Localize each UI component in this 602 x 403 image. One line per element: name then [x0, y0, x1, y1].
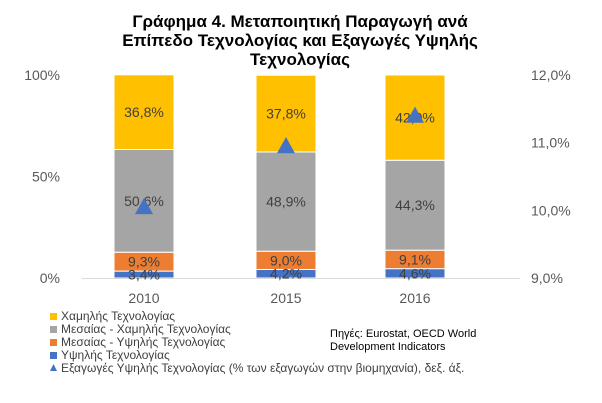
export-marker	[277, 137, 295, 154]
chart-title: Γράφημα 4. Μεταποιητική Παραγωγή ανάΕπίπ…	[122, 12, 478, 69]
legend-swatch	[50, 352, 57, 359]
legend-label: Μεσαίας - Χαμηλής Τεχνολογίας	[61, 322, 231, 336]
data-label: 44,3%	[395, 197, 435, 213]
data-label: 9,0%	[270, 252, 302, 268]
data-label: 4,6%	[399, 265, 431, 281]
export-marker	[135, 197, 153, 215]
data-label: 37,8%	[266, 106, 306, 122]
legend-swatch	[50, 313, 57, 320]
legend-swatch	[50, 339, 57, 346]
legend-label: Μεσαίας - Υψηλής Τεχνολογίας	[61, 335, 226, 349]
x-tick-label: 2016	[399, 290, 430, 306]
y-tick-label: 0%	[40, 270, 60, 286]
legend-label: Χαμηλής Τεχνολογίας	[61, 309, 175, 323]
y2-tick-label: 9,0%	[531, 270, 563, 286]
bar-segment	[384, 159, 446, 251]
legend-label: Υψηλής Τεχνολογίας	[61, 348, 170, 362]
data-label: 4,2%	[270, 266, 302, 282]
source-line: Development Indicators	[330, 341, 446, 353]
y-tick-label: 100%	[24, 67, 60, 83]
source-line: Πηγές: Eurostat, OECD World	[330, 328, 476, 340]
data-label: 3,4%	[128, 267, 160, 283]
y2-tick-label: 12,0%	[531, 67, 571, 83]
x-tick-label: 2010	[128, 290, 159, 306]
y2-tick-label: 11,0%	[531, 135, 570, 151]
x-tick-label: 2015	[270, 290, 301, 306]
data-label: 36,8%	[124, 104, 164, 120]
legend-swatch	[50, 326, 57, 333]
chart-title-line: Τεχνολογίας	[250, 50, 350, 69]
data-label: 9,3%	[128, 254, 160, 270]
chart-title-line: Επίπεδο Τεχνολογίας και Εξαγωγές Υψηλής	[122, 31, 478, 50]
data-label: 48,9%	[266, 194, 306, 210]
legend-marker-triangle	[50, 364, 57, 371]
export-marker	[406, 106, 424, 123]
y2-tick-label: 10,0%	[531, 202, 571, 218]
data-label: 9,1%	[399, 251, 431, 267]
chart-title-line: Γράφημα 4. Μεταποιητική Παραγωγή ανά	[132, 12, 468, 31]
bar-segment	[113, 74, 175, 151]
legend-label: Εξαγωγές Υψηλής Τεχνολογίας (% των εξαγω…	[61, 361, 464, 375]
plot-area: 0%50%100%9,0%10,0%11,0%12,0%3,4%9,3%50,6…	[24, 67, 571, 306]
y-tick-label: 50%	[32, 169, 60, 185]
